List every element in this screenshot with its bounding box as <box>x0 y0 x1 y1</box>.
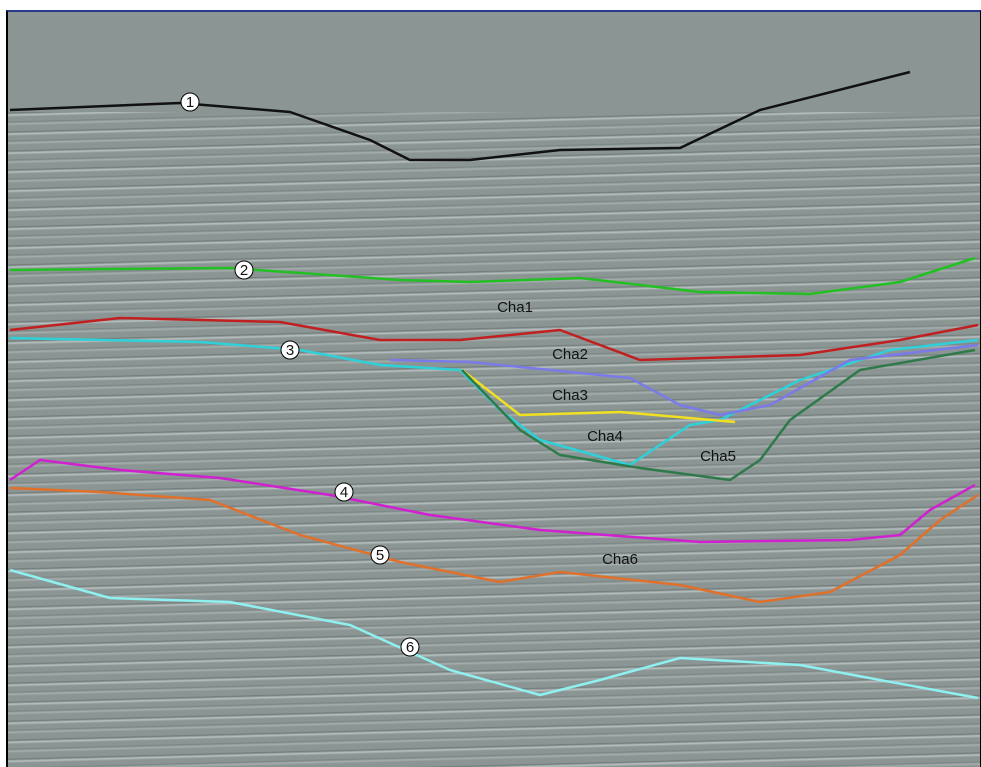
channel-line <box>389 343 979 417</box>
horizon-line <box>9 256 976 296</box>
horizon-label: 4 <box>340 484 348 501</box>
channel-label: Cha5 <box>700 448 736 465</box>
channel-line <box>461 348 976 482</box>
channel-label: Cha1 <box>497 299 533 316</box>
horizon-line <box>9 458 976 544</box>
channel-label: Cha4 <box>587 428 623 445</box>
horizon-line <box>9 316 979 362</box>
horizon-line <box>9 568 979 700</box>
horizon-label: 1 <box>186 94 194 111</box>
horizon-marker: 4 <box>334 482 354 502</box>
channel-label: Cha6 <box>602 551 638 568</box>
horizon-marker: 1 <box>180 92 200 112</box>
horizon-marker: 5 <box>370 545 390 565</box>
seismic-section <box>6 10 981 767</box>
horizon-line <box>9 70 911 162</box>
horizon-line <box>9 336 979 467</box>
horizon-label: 3 <box>286 342 294 359</box>
channel-label: Cha3 <box>552 387 588 404</box>
channel-label: Cha2 <box>552 346 588 363</box>
horizon-marker: 2 <box>234 260 254 280</box>
horizon-marker: 6 <box>400 637 420 657</box>
horizon-label: 2 <box>240 262 248 279</box>
horizon-label: 5 <box>376 547 384 564</box>
horizon-label: 6 <box>406 639 414 656</box>
horizon-line <box>9 486 979 604</box>
channel-line <box>461 369 736 424</box>
horizon-marker: 3 <box>280 340 300 360</box>
